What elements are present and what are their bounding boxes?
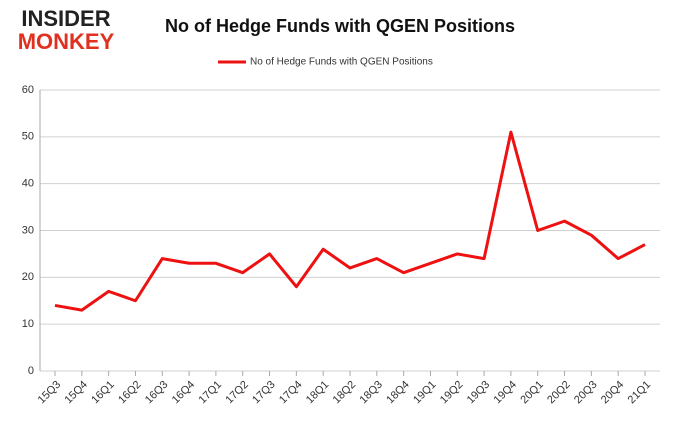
data-line — [54, 130, 646, 312]
chart-title: No of Hedge Funds with QGEN Positions — [165, 16, 515, 36]
legend-label: No of Hedge Funds with QGEN Positions — [250, 57, 433, 68]
y-tick-label: 20 — [22, 271, 34, 283]
y-tick-label: 10 — [22, 318, 34, 330]
y-tick-label: 50 — [22, 131, 34, 143]
y-tick-label: 40 — [22, 178, 34, 190]
logo-top: INSIDER — [21, 6, 110, 31]
y-tick-label: 60 — [22, 84, 34, 96]
y-tick-label: 0 — [28, 365, 34, 377]
y-tick-label: 30 — [22, 224, 34, 236]
logo-bottom: MONKEY — [18, 29, 115, 54]
